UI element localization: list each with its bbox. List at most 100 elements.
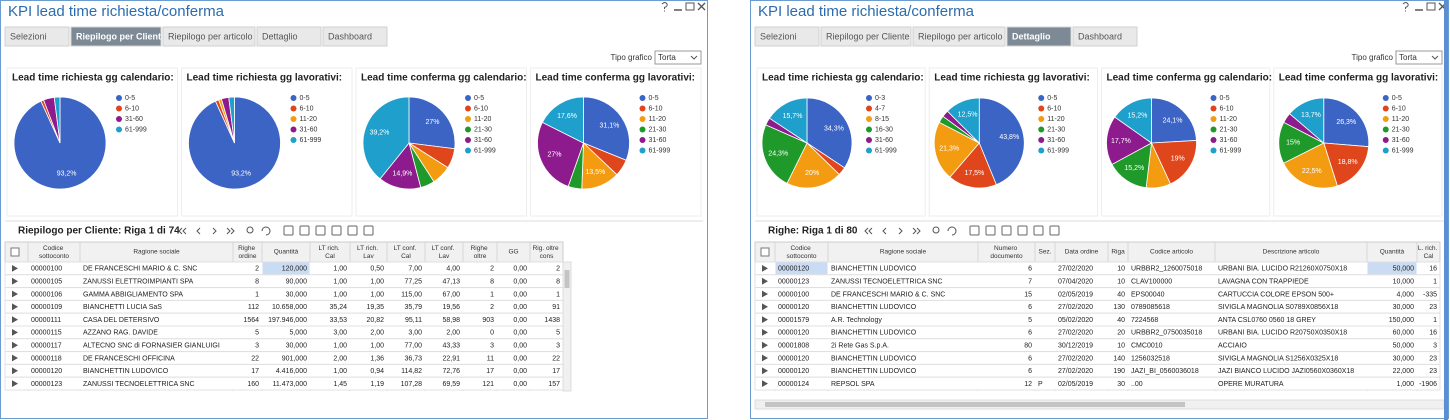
legend-label[interactable]: 6-10: [1047, 105, 1061, 112]
column-header[interactable]: LT rich. Lav: [357, 245, 380, 260]
legend-label[interactable]: 11-20: [649, 116, 666, 123]
legend-label[interactable]: 21-30: [474, 126, 492, 133]
toolbar-button[interactable]: [363, 225, 374, 236]
tab-label[interactable]: Dettaglio: [1012, 31, 1051, 41]
legend-label[interactable]: 0-5: [300, 95, 310, 102]
scroll-thumb[interactable]: [765, 402, 1185, 407]
tab[interactable]: [912, 26, 1006, 47]
column-header[interactable]: L. rich. Cal: [1418, 245, 1439, 260]
legend-label[interactable]: 6-10: [474, 105, 488, 112]
legend-label[interactable]: 61-999: [649, 147, 671, 154]
legend-label[interactable]: 21-30: [1392, 126, 1410, 133]
tab-label[interactable]: Riepilogo per articolo: [918, 31, 1003, 41]
legend-label[interactable]: 11-20: [474, 116, 491, 123]
chart-type-select[interactable]: [654, 50, 702, 65]
column-header[interactable]: Quantità: [1380, 249, 1405, 256]
column-header[interactable]: LT conf. Lav: [432, 245, 457, 260]
legend-label[interactable]: 6-10: [300, 105, 314, 112]
tab[interactable]: [322, 26, 388, 47]
column-header[interactable]: Righe ordine: [238, 245, 257, 260]
vertical-scrollbar[interactable]: [562, 261, 572, 392]
nav-button[interactable]: [212, 227, 217, 235]
scroll-thumb[interactable]: [564, 270, 570, 288]
column-header[interactable]: Codice sottoconto: [787, 245, 817, 260]
legend-label[interactable]: 61-999: [474, 147, 496, 154]
refresh-button[interactable]: [261, 226, 271, 236]
search-button[interactable]: [246, 226, 254, 234]
legend-label[interactable]: 31-60: [1047, 137, 1065, 144]
table-row[interactable]: [754, 376, 1441, 391]
nav-button[interactable]: [196, 227, 201, 235]
column-header[interactable]: Descrizione articolo: [1263, 249, 1320, 256]
legend-label[interactable]: 0-5: [474, 95, 484, 102]
chart-type-select[interactable]: [1395, 50, 1443, 65]
tab-label[interactable]: Selezioni: [10, 31, 47, 41]
tab-label[interactable]: Selezioni: [760, 31, 797, 41]
legend-label[interactable]: 0-5: [649, 95, 659, 102]
legend-label[interactable]: 11-20: [1392, 116, 1409, 123]
nav-button[interactable]: [178, 227, 187, 235]
legend-label[interactable]: 31-60: [1220, 137, 1238, 144]
toolbar-button[interactable]: [1049, 225, 1060, 236]
select-all-checkbox[interactable]: [760, 247, 770, 257]
legend-label[interactable]: 61-999: [300, 137, 322, 144]
column-header[interactable]: LT rich. Cal: [319, 245, 342, 260]
toolbar-button[interactable]: [315, 225, 326, 236]
column-header[interactable]: Quantità: [274, 249, 299, 256]
tab[interactable]: [162, 26, 256, 47]
column-header[interactable]: Codice sottoconto: [39, 245, 69, 260]
legend-label[interactable]: 31-60: [300, 126, 318, 133]
column-header[interactable]: GG: [508, 249, 518, 256]
legend-label[interactable]: 6-10: [649, 105, 663, 112]
column-header[interactable]: Ragione sociale: [133, 249, 180, 256]
legend-label[interactable]: 11-20: [1220, 116, 1237, 123]
legend-label[interactable]: 61-999: [1392, 147, 1414, 154]
toolbar-button[interactable]: [347, 225, 358, 236]
legend-label[interactable]: 21-30: [649, 126, 667, 133]
toolbar-button[interactable]: [1001, 225, 1012, 236]
toolbar-button[interactable]: [283, 225, 294, 236]
column-header[interactable]: Numero documento: [990, 245, 1023, 260]
column-header[interactable]: Rig. oltre cons: [533, 245, 561, 260]
tab[interactable]: [4, 26, 70, 47]
search-button[interactable]: [932, 226, 940, 234]
legend-label[interactable]: 31-60: [1392, 137, 1410, 144]
legend-label[interactable]: 21-30: [1047, 126, 1065, 133]
legend-label[interactable]: 16-30: [875, 126, 893, 133]
tab-label[interactable]: Riepilogo per Cliente: [826, 31, 910, 41]
legend-label[interactable]: 0-5: [1047, 95, 1057, 102]
tab-label[interactable]: Dashboard: [328, 31, 372, 41]
toolbar-button[interactable]: [1017, 225, 1028, 236]
column-header[interactable]: Righe oltre: [471, 245, 490, 260]
toolbar-button[interactable]: [969, 225, 980, 236]
legend-label[interactable]: 31-60: [474, 137, 492, 144]
legend-label[interactable]: 61-999: [875, 147, 897, 154]
tab-label[interactable]: Dettaglio: [262, 31, 298, 41]
chart-type-value[interactable]: Torta: [658, 53, 676, 62]
nav-button[interactable]: [912, 227, 921, 235]
column-header[interactable]: Riga: [1111, 249, 1125, 256]
nav-button[interactable]: [898, 227, 903, 235]
legend-label[interactable]: 21-30: [1220, 126, 1238, 133]
legend-label[interactable]: 61-999: [125, 126, 147, 133]
legend-label[interactable]: 61-999: [1047, 147, 1069, 154]
legend-label[interactable]: 31-60: [125, 116, 143, 123]
tab-label[interactable]: Riepilogo per articolo: [168, 31, 253, 41]
column-header[interactable]: LT conf. Cal: [394, 245, 419, 260]
close-button[interactable]: [697, 2, 706, 11]
legend-label[interactable]: 0-5: [125, 95, 135, 102]
tab[interactable]: [754, 26, 820, 47]
nav-button[interactable]: [864, 227, 873, 235]
legend-label[interactable]: 61-999: [1220, 147, 1242, 154]
tab[interactable]: [820, 26, 912, 47]
tab[interactable]: [70, 26, 162, 47]
select-all-checkbox[interactable]: [10, 247, 20, 257]
legend-label[interactable]: 11-20: [1047, 116, 1064, 123]
tab-label[interactable]: Riepilogo per Cliente: [76, 31, 166, 41]
nav-button[interactable]: [882, 227, 887, 235]
help-button[interactable]: [1402, 2, 1409, 12]
nav-button[interactable]: [226, 227, 235, 235]
tab[interactable]: [1006, 26, 1072, 47]
toolbar-button[interactable]: [1033, 225, 1044, 236]
refresh-button[interactable]: [947, 226, 957, 236]
